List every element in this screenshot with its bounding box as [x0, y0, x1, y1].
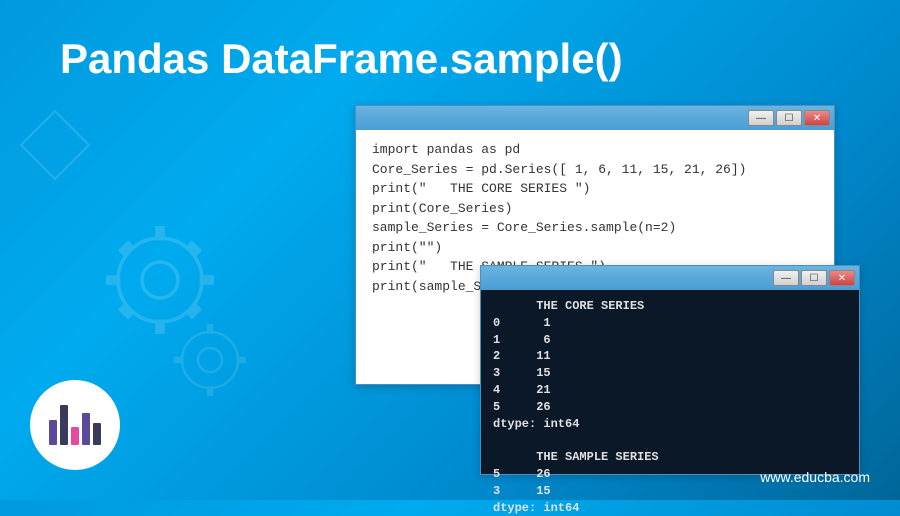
bg-gear-icon-2	[170, 320, 250, 400]
code-window-titlebar: — ☐ ✕	[356, 106, 834, 130]
logo-circle	[30, 380, 120, 470]
bg-decoration-square	[20, 110, 91, 181]
close-button[interactable]: ✕	[829, 270, 855, 286]
logo-bar	[82, 413, 90, 445]
logo-bars-icon	[49, 405, 101, 445]
terminal-window: — ☐ ✕ THE CORE SERIES 0 1 1 6 2 11 3 15 …	[480, 265, 860, 475]
page-title: Pandas DataFrame.sample()	[60, 35, 623, 83]
minimize-button[interactable]: —	[773, 270, 799, 286]
logo-bar	[49, 420, 57, 445]
terminal-window-titlebar: — ☐ ✕	[481, 266, 859, 290]
watermark-text: www.educba.com	[760, 469, 870, 485]
maximize-button[interactable]: ☐	[801, 270, 827, 286]
minimize-button[interactable]: —	[748, 110, 774, 126]
logo-bar	[93, 423, 101, 445]
logo-bar	[60, 405, 68, 445]
close-button[interactable]: ✕	[804, 110, 830, 126]
maximize-button[interactable]: ☐	[776, 110, 802, 126]
logo-bar	[71, 427, 79, 445]
terminal-output: THE CORE SERIES 0 1 1 6 2 11 3 15 4 21 5…	[481, 290, 859, 474]
